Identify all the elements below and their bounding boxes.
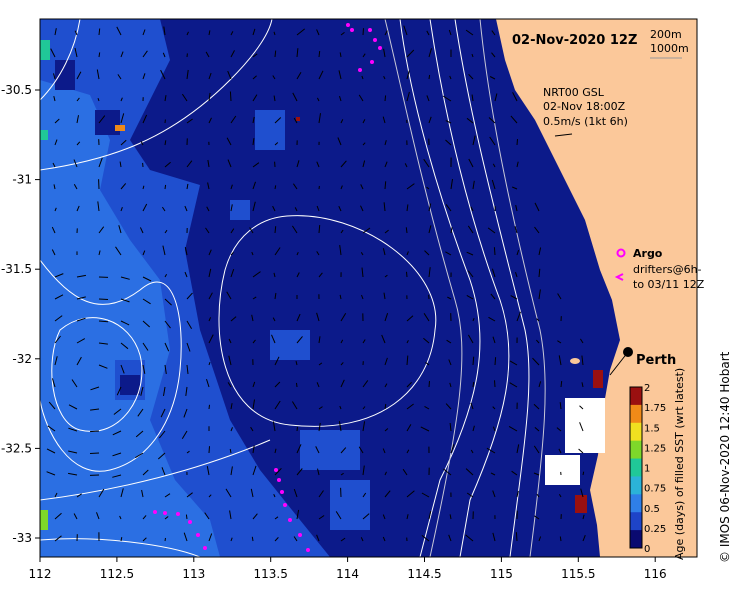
current-vector <box>429 75 430 79</box>
argo-label: Argo <box>633 247 663 260</box>
x-tick-label: 114 <box>336 567 359 581</box>
current-vector <box>252 537 253 541</box>
colorbar-tick-label: 0 <box>644 544 650 555</box>
current-vector <box>407 272 408 277</box>
current-vector <box>275 226 276 233</box>
current-vector <box>99 29 100 36</box>
current-vector <box>99 52 100 57</box>
current-vector <box>165 538 166 541</box>
vector-scale-label: 0.5m/s (1kt 6h) <box>543 115 628 128</box>
current-vector <box>429 381 430 387</box>
y-tick-label: -32.5 <box>1 441 32 455</box>
current-vector <box>297 427 298 431</box>
x-tick-label: 114.5 <box>407 567 441 581</box>
current-vector <box>561 381 562 387</box>
rottnest-island <box>570 358 580 364</box>
x-tick-label: 113 <box>182 567 205 581</box>
y-tick-label: -31 <box>12 173 32 187</box>
colorbar-tick-label: 0.5 <box>644 504 660 515</box>
colorbar-segment <box>630 476 642 494</box>
colorbar-tick-label: 0.25 <box>644 524 666 535</box>
current-vector <box>473 357 474 365</box>
y-tick-label: -30.5 <box>1 83 32 97</box>
colorbar-segment <box>630 405 642 423</box>
colorbar-tick-label: 1.25 <box>644 443 666 454</box>
current-vector <box>363 28 364 35</box>
colorbar-tick-label: 1.75 <box>644 403 666 414</box>
perth-label: Perth <box>636 353 676 368</box>
x-tick-label: 113.5 <box>254 567 288 581</box>
current-vector <box>209 446 210 453</box>
x-tick-label: 116 <box>644 567 667 581</box>
bathymetry-1000m-label: 1000m <box>650 42 689 55</box>
colorbar-label: Age (days) of filled SST (wrt latest) <box>673 368 686 560</box>
bathymetry-200m-label: 200m <box>650 28 682 41</box>
x-tick-label: 115.5 <box>561 567 595 581</box>
x-axis: 112 112.5 113 113.5 114 114.5 115 115.5 116 <box>29 557 667 581</box>
map-title: 02-Nov-2020 12Z <box>512 33 637 48</box>
colorbar-segment <box>630 530 642 548</box>
current-vector <box>275 185 276 189</box>
current-vector <box>319 51 320 57</box>
model-time-label: 02-Nov 18:00Z <box>543 100 626 113</box>
current-vector <box>275 51 276 57</box>
current-vector <box>90 453 99 454</box>
colorbar-segment <box>630 387 642 405</box>
colorbar-segment <box>630 494 642 512</box>
colorbar-tick-label: 1.5 <box>644 423 660 434</box>
x-tick-label: 112.5 <box>100 567 134 581</box>
current-vector <box>495 357 496 365</box>
model-label: NRT00 GSL <box>543 86 605 99</box>
colorbar-segment <box>630 512 642 530</box>
current-vector <box>495 380 496 387</box>
y-tick-label: -33 <box>12 531 32 545</box>
colorbar-tick-label: 2 <box>644 383 650 394</box>
current-vector <box>560 537 561 542</box>
current-vector <box>319 225 320 233</box>
colorbar-tick-label: 1 <box>644 464 650 475</box>
drifters-label: drifters@6h- <box>633 263 702 276</box>
current-vector <box>516 532 517 541</box>
colorbar <box>630 387 642 549</box>
current-vector <box>583 472 584 475</box>
current-vector <box>99 321 108 322</box>
current-vector <box>209 405 210 409</box>
y-axis: -30.5 -31 -31.5 -32 -32.5 -33 <box>1 83 40 545</box>
colorbar-tick-label: 0.75 <box>644 484 666 495</box>
current-vector <box>230 92 231 102</box>
current-vector <box>165 185 166 189</box>
current-vector <box>406 227 407 233</box>
current-vector <box>385 181 386 189</box>
current-vector <box>186 515 187 519</box>
y-tick-label: -31.5 <box>1 262 32 276</box>
current-vector <box>90 431 99 432</box>
credit-label: © IMOS 06-Nov-2020 12:40 Hobart <box>718 352 732 563</box>
colorbar-segment <box>630 459 642 477</box>
current-vector <box>385 95 386 101</box>
drifters-period-label: to 03/11 12Z <box>633 278 705 291</box>
current-vector <box>297 383 298 387</box>
colorbar-segment <box>630 441 642 459</box>
x-tick-label: 112 <box>29 567 52 581</box>
colorbar-segment <box>630 423 642 441</box>
current-vector <box>473 382 474 387</box>
current-vector <box>517 139 518 145</box>
current-vector <box>99 299 108 300</box>
current-vector <box>494 247 495 255</box>
y-tick-label: -32 <box>12 352 32 366</box>
x-tick-label: 115 <box>490 567 513 581</box>
